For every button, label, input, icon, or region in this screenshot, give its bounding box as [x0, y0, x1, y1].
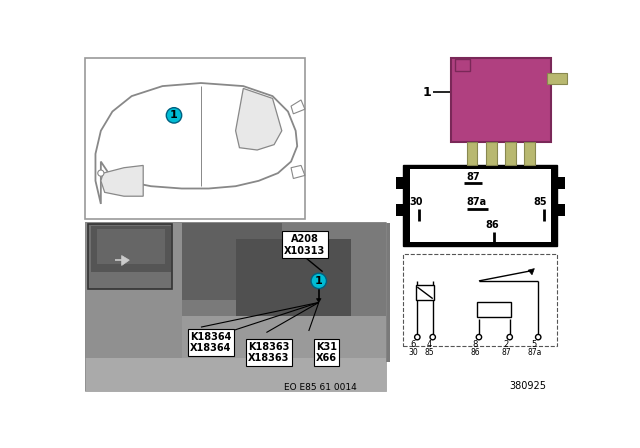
Circle shape: [98, 170, 104, 176]
Polygon shape: [122, 255, 129, 266]
Circle shape: [536, 334, 541, 340]
Bar: [182, 223, 390, 362]
Text: K18364
X18364: K18364 X18364: [190, 332, 232, 353]
Text: 30: 30: [408, 348, 419, 357]
Circle shape: [476, 334, 482, 340]
Text: 85: 85: [534, 198, 547, 207]
Text: 87: 87: [501, 348, 511, 357]
Circle shape: [166, 108, 182, 123]
Bar: [396, 204, 405, 216]
Bar: [524, 142, 535, 165]
Circle shape: [415, 334, 420, 340]
Text: A208
X10313: A208 X10313: [284, 234, 326, 255]
Text: 2: 2: [503, 340, 509, 349]
Text: 5: 5: [532, 340, 537, 349]
Bar: [455, 59, 470, 71]
Bar: [556, 177, 565, 189]
Text: 86: 86: [470, 348, 480, 357]
Bar: [182, 315, 386, 358]
Bar: [88, 224, 172, 289]
Bar: [86, 222, 386, 391]
Bar: [486, 142, 497, 165]
Text: 4: 4: [426, 340, 431, 349]
Circle shape: [311, 273, 326, 289]
Polygon shape: [291, 165, 305, 178]
Text: 87: 87: [466, 172, 479, 182]
Bar: [410, 169, 551, 242]
Text: 1: 1: [315, 276, 323, 286]
Text: 30: 30: [410, 198, 423, 207]
Circle shape: [507, 334, 513, 340]
Polygon shape: [236, 88, 282, 150]
Polygon shape: [101, 165, 143, 196]
Text: 86: 86: [485, 220, 499, 230]
Text: 85: 85: [424, 348, 434, 357]
Bar: [477, 302, 511, 317]
Text: 87a: 87a: [467, 198, 486, 207]
Text: 1: 1: [422, 86, 431, 99]
Bar: [467, 142, 477, 165]
Bar: [451, 58, 551, 142]
Polygon shape: [95, 83, 297, 204]
Bar: [86, 58, 305, 220]
Bar: [556, 204, 565, 216]
Text: EO E85 61 0014: EO E85 61 0014: [284, 383, 356, 392]
Bar: [505, 142, 516, 165]
Bar: [416, 285, 435, 300]
Bar: [86, 358, 386, 391]
Text: 87a: 87a: [527, 348, 541, 357]
Polygon shape: [528, 269, 534, 275]
Circle shape: [430, 334, 435, 340]
Bar: [182, 223, 282, 300]
Polygon shape: [316, 299, 321, 302]
Text: 380925: 380925: [509, 381, 547, 392]
Text: 1: 1: [170, 110, 178, 121]
Polygon shape: [291, 100, 305, 114]
Text: K18363
X18363: K18363 X18363: [248, 342, 289, 363]
Bar: [91, 226, 171, 272]
Text: 8: 8: [472, 340, 477, 349]
Text: K31
X66: K31 X66: [316, 342, 337, 363]
Bar: [97, 229, 164, 264]
Bar: [403, 254, 557, 346]
Bar: [547, 73, 566, 84]
Bar: [403, 165, 557, 246]
Bar: [86, 222, 386, 391]
Bar: [236, 238, 351, 331]
Text: 6: 6: [411, 340, 416, 349]
Bar: [396, 177, 405, 189]
